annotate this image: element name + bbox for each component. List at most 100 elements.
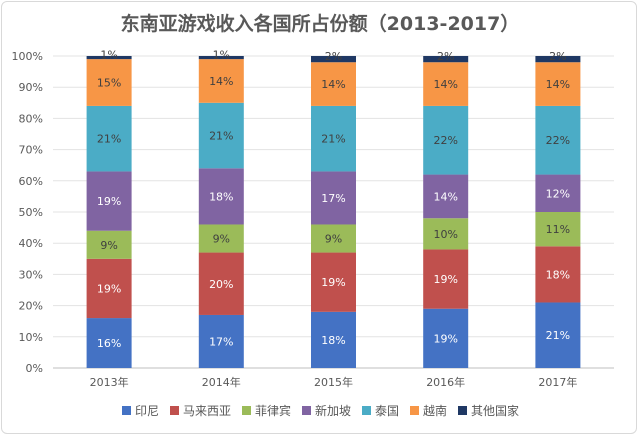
data-label: 17% xyxy=(321,192,345,205)
bar-segment xyxy=(311,62,356,106)
bar-segment xyxy=(535,246,581,303)
y-tick-label: 100% xyxy=(12,50,43,63)
bar-segment xyxy=(423,249,469,309)
bars: 16% 19% 9% 19% 21% 15% 1% 17% 20% 9% 18% 21% 14% 1% 18… xyxy=(86,49,581,368)
data-label: 9% xyxy=(213,233,230,246)
bar-segment xyxy=(86,258,132,319)
legend-swatch xyxy=(410,406,419,415)
legend-swatch xyxy=(122,406,131,415)
data-label: 14% xyxy=(321,78,345,91)
data-label: 14% xyxy=(433,190,457,203)
bar-segment xyxy=(86,318,132,368)
y-tick-label: 10% xyxy=(19,331,43,344)
legend-label: 越南 xyxy=(423,403,447,418)
data-label: 19% xyxy=(97,282,121,295)
x-tick-label: 2015年 xyxy=(314,375,353,389)
data-label: 18% xyxy=(321,334,345,347)
y-tick-label: 50% xyxy=(19,206,43,219)
x-tick-label: 2017年 xyxy=(538,375,577,389)
bar-segment xyxy=(198,168,244,225)
bar-segment xyxy=(311,105,356,172)
bar-segment xyxy=(423,62,469,106)
y-tick-label: 20% xyxy=(19,300,43,313)
data-label: 2% xyxy=(549,50,566,63)
y-axis-ticks: 0% 10% 20% 30% 40% 50% 60% 70% 80% 90% 100% xyxy=(12,50,43,375)
data-label: 9% xyxy=(325,233,342,246)
legend-swatch xyxy=(458,406,467,415)
legend-label: 泰国 xyxy=(375,404,399,418)
data-label: 19% xyxy=(433,332,457,345)
data-label: 19% xyxy=(321,276,345,289)
y-tick-label: 70% xyxy=(19,144,43,157)
x-tick-label: 2014年 xyxy=(202,375,241,389)
bar-segment xyxy=(198,252,244,315)
bar-segment xyxy=(86,230,132,259)
bar-segment xyxy=(423,308,469,368)
data-label: 2% xyxy=(325,50,342,63)
bar-segment xyxy=(198,102,244,169)
data-label: 21% xyxy=(321,133,345,146)
y-tick-label: 0% xyxy=(26,362,43,375)
bar-segment xyxy=(535,302,581,368)
bar-segment xyxy=(535,212,581,247)
y-tick-label: 80% xyxy=(19,112,43,125)
data-label: 14% xyxy=(209,75,233,88)
bar-segment xyxy=(535,62,581,106)
data-label: 19% xyxy=(97,195,121,208)
data-label: 2% xyxy=(437,50,454,63)
bar-segment xyxy=(311,311,356,368)
legend-swatch xyxy=(302,406,311,415)
bar-segment xyxy=(311,171,356,225)
bar-segment xyxy=(86,171,132,231)
data-label: 19% xyxy=(433,273,457,286)
bar-segment xyxy=(311,56,356,63)
data-label: 14% xyxy=(433,78,457,91)
data-label: 15% xyxy=(97,77,121,90)
bar-segment xyxy=(535,174,581,212)
bar-segment xyxy=(86,56,132,60)
bar-segment xyxy=(198,59,244,103)
bar-segment xyxy=(311,252,356,312)
legend-swatch xyxy=(170,406,179,415)
data-label: 20% xyxy=(209,278,233,291)
bar-segment xyxy=(198,56,244,60)
data-label: 1% xyxy=(100,49,117,62)
bar-segment xyxy=(535,56,581,63)
bar-segment xyxy=(423,105,469,175)
bar-segment xyxy=(86,105,132,172)
legend-swatch xyxy=(242,406,251,415)
y-tick-label: 30% xyxy=(19,268,43,281)
data-label: 10% xyxy=(433,228,457,241)
y-tick-label: 40% xyxy=(19,237,43,250)
data-label: 21% xyxy=(546,329,570,342)
x-tick-label: 2016年 xyxy=(426,375,465,389)
data-label: 9% xyxy=(100,239,117,252)
legend-label: 新加坡 xyxy=(315,403,351,418)
data-label: 22% xyxy=(546,134,570,147)
legend-label: 其他国家 xyxy=(471,403,519,418)
bar-segment xyxy=(423,174,469,219)
data-label: 21% xyxy=(97,133,121,146)
bar-segment xyxy=(86,59,132,106)
y-tick-label: 90% xyxy=(19,81,43,94)
y-tick-label: 60% xyxy=(19,175,43,188)
bar-segment xyxy=(423,56,469,63)
chart-title: 东南亚游戏收入各国所占份额（2013-2017） xyxy=(121,12,520,35)
data-label: 21% xyxy=(209,130,233,143)
data-label: 12% xyxy=(546,187,570,200)
data-label: 18% xyxy=(546,268,570,281)
legend: 印尼 马来西亚 菲律宾 新加坡 泰国 越南 其他国家 xyxy=(122,403,519,418)
legend-swatch xyxy=(362,406,371,415)
bar-segment xyxy=(423,218,469,250)
bar-segment xyxy=(198,224,244,253)
legend-label: 马来西亚 xyxy=(183,404,231,418)
bar-segment xyxy=(198,314,244,368)
x-axis-ticks: 2013年 2014年 2015年 2016年 2017年 xyxy=(90,375,578,389)
bar-segment xyxy=(311,224,356,253)
data-label: 1% xyxy=(213,49,230,62)
bar-segment xyxy=(535,105,581,175)
data-label: 14% xyxy=(546,78,570,91)
data-label: 17% xyxy=(209,335,233,348)
